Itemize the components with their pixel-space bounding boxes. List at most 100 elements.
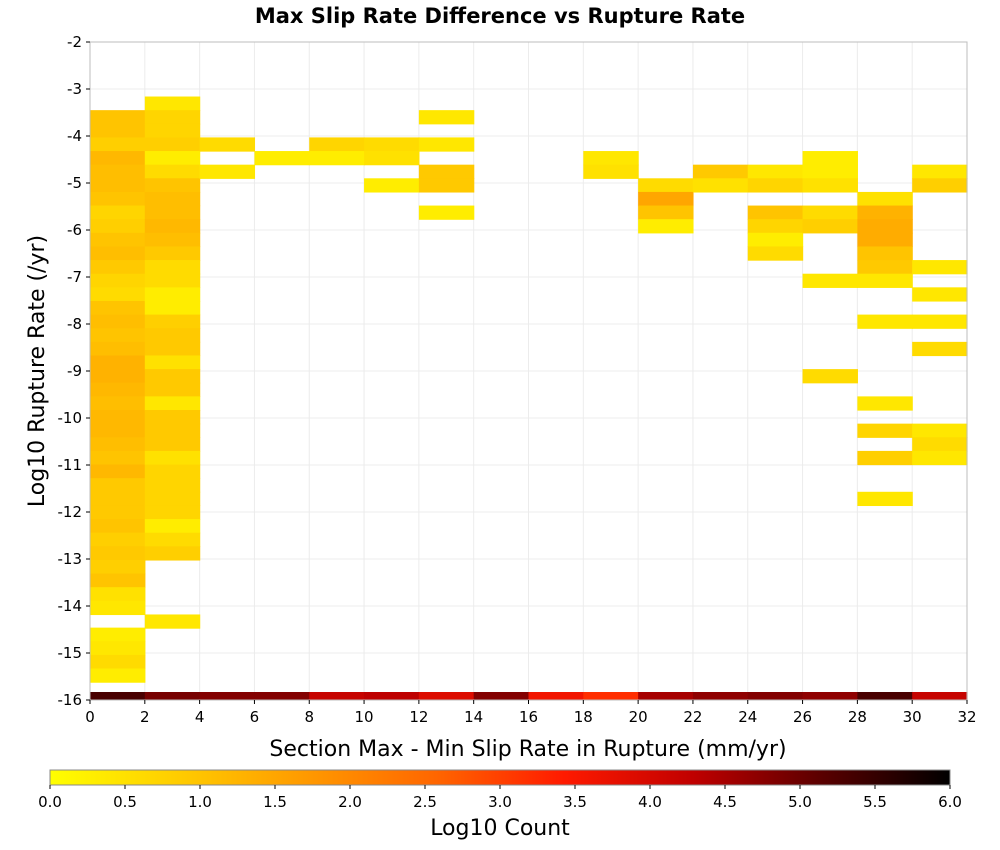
heatmap-cell [144,151,201,166]
heatmap-cell [90,300,146,316]
heatmap-cell-bottom-row [692,692,749,700]
heatmap-cell [90,178,146,193]
heatmap-cell [90,450,146,466]
heatmap-cell [90,219,146,234]
heatmap-cell [90,587,146,602]
heatmap-cell [802,164,858,179]
colorbar-tick-label: 3.0 [488,793,512,811]
x-tick-label: 30 [903,708,922,726]
x-axis-label: Section Max - Min Slip Rate in Rupture (… [269,737,786,762]
heatmap-cell [747,246,804,261]
heatmap-cell [857,219,913,234]
heatmap-cell-bottom-row [528,692,584,700]
colorbar-tick-label: 1.5 [263,793,287,811]
heatmap-cell [144,369,201,384]
heatmap-cell [90,273,146,288]
heatmap-cell [144,260,201,275]
heatmap-cell [309,151,365,166]
heatmap-cell [90,110,146,125]
heatmap-cell [857,396,913,411]
heatmap-cell [90,287,146,302]
heatmap-cell-bottom-row [638,692,694,700]
heatmap-cell [90,654,146,670]
y-tick-label: -5 [67,174,82,192]
heatmap-cell [144,478,201,493]
x-tick-label: 24 [738,708,757,726]
x-tick-label: 26 [793,708,812,726]
heatmap-cell [144,410,201,425]
heatmap-cell [638,219,694,234]
heatmap-cell [144,341,201,357]
heatmap-cell [747,164,804,179]
heatmap-cell [802,273,858,288]
heatmap-cell-bottom-row [90,692,146,700]
heatmap-cell [747,232,804,248]
y-tick-label: -9 [67,362,82,380]
y-tick-label: -13 [58,550,83,568]
heatmap-cell [90,491,146,507]
heatmap-cell [144,423,201,438]
heatmap-cell [144,314,201,329]
heatmap-cell [144,137,201,152]
heatmap-cell [90,369,146,384]
heatmap-cell [90,396,146,411]
heatmap-cell [857,491,913,507]
x-tick-label: 2 [140,708,150,726]
heatmap-cell [90,341,146,357]
heatmap-cell [144,123,201,139]
heatmap-cell [144,164,201,179]
heatmap-cell [144,219,201,234]
y-tick-label: -10 [58,409,83,427]
heatmap-cell-bottom-row [199,692,256,700]
heatmap-cell [144,382,201,397]
y-tick-label: -4 [67,127,82,145]
heatmap-cell [90,205,146,220]
heatmap-cell [144,491,201,507]
heatmap-cell [144,287,201,302]
heatmap-cell [364,137,420,152]
heatmap-cell-bottom-row [418,692,475,700]
y-axis-label: Log10 Rupture Rate (/yr) [25,235,50,507]
heatmap-cell [802,178,858,193]
y-tick-label: -14 [58,597,83,615]
heatmap-cell-bottom-row [144,692,201,700]
colorbar-tick-label: 4.0 [638,793,662,811]
heatmap-cell [802,369,858,384]
heatmap-cell [144,355,201,370]
x-tick-label: 10 [355,708,374,726]
heatmap-cell [90,151,146,166]
heatmap-cell [199,137,256,152]
x-tick-label: 4 [195,708,205,726]
heatmap-cell [90,600,146,616]
heatmap-cell [90,478,146,493]
heatmap-cell [418,110,475,125]
heatmap-cell [857,260,913,275]
colorbar-tick-label: 3.5 [563,793,587,811]
x-tick-label: 6 [250,708,260,726]
heatmap-cell [90,641,146,656]
heatmap-cell [747,219,804,234]
heatmap-cell [638,178,694,193]
heatmap-cell [90,191,146,207]
heatmap-cell [90,410,146,425]
heatmap-cell [90,627,146,642]
x-tick-label: 28 [848,708,867,726]
x-tick-label: 22 [683,708,702,726]
heatmap-cell [692,164,749,179]
heatmap-cell [912,423,968,438]
heatmap-cell [199,164,256,179]
heatmap-cell [912,314,968,329]
heatmap-cell-bottom-row [309,692,365,700]
heatmap-cell [144,519,201,534]
heatmap-cell [144,532,201,547]
heatmap-cell [90,246,146,261]
y-tick-label: -6 [67,221,82,239]
colorbar-tick-label: 5.0 [788,793,812,811]
y-tick-label: -2 [67,33,82,51]
heatmap-cell [144,437,201,452]
heatmap-cell [364,151,420,166]
heatmap-cell-bottom-row [802,692,858,700]
heatmap-cell [912,450,968,466]
x-tick-label: 20 [629,708,648,726]
